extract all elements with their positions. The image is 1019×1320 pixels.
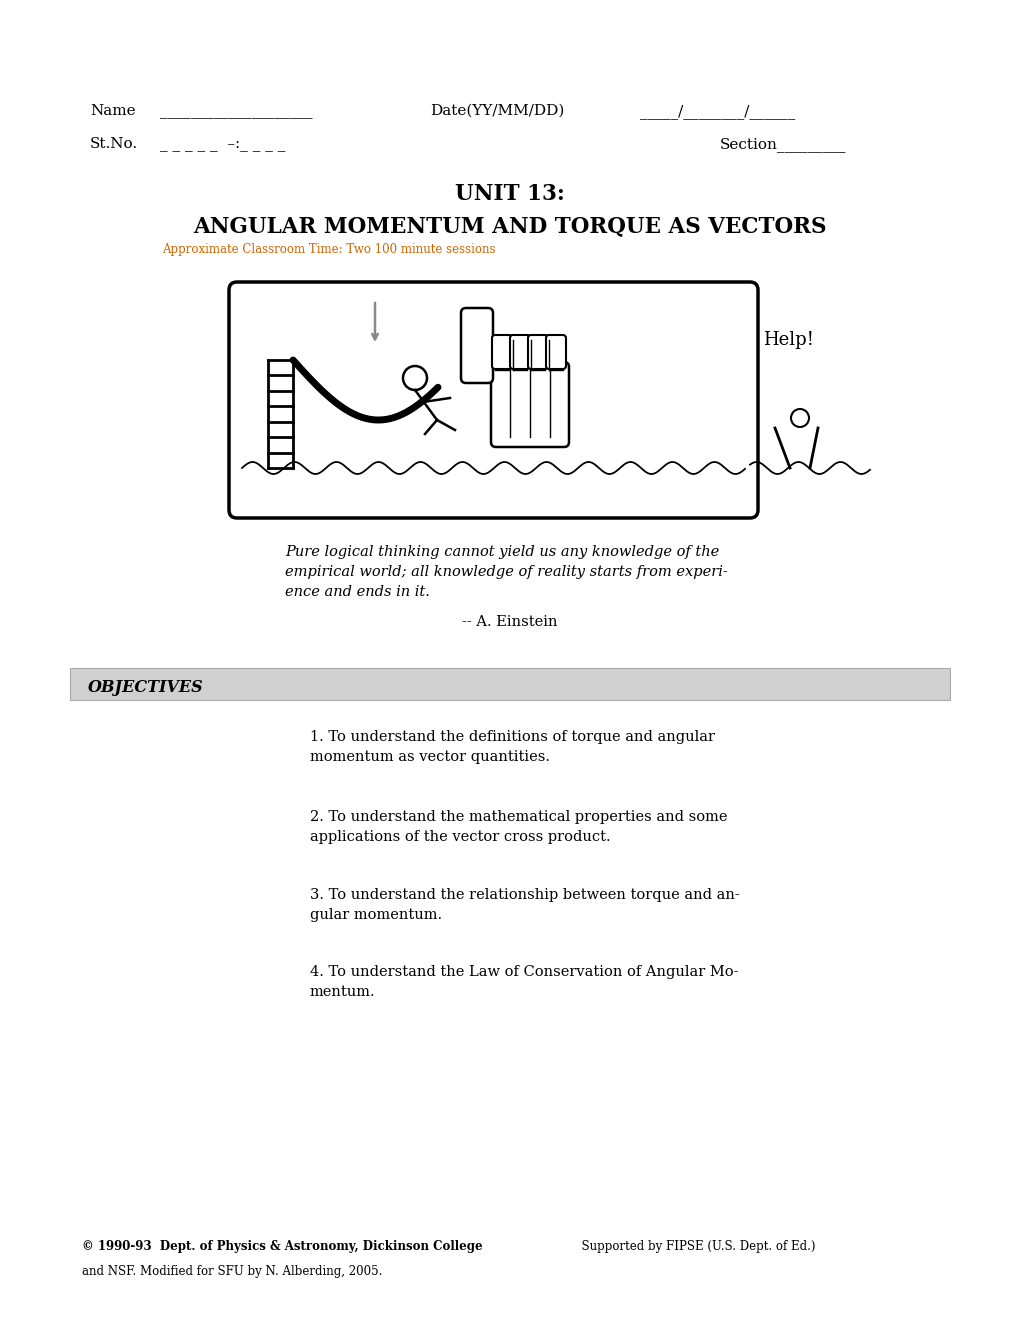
Text: Supported by FIPSE (U.S. Dept. of Ed.): Supported by FIPSE (U.S. Dept. of Ed.) <box>574 1239 815 1253</box>
Text: 3. To understand the relationship between torque and an-
gular momentum.: 3. To understand the relationship betwee… <box>310 888 739 923</box>
Text: St.No.: St.No. <box>90 137 138 150</box>
FancyBboxPatch shape <box>510 335 530 370</box>
Text: Help!: Help! <box>762 331 813 348</box>
FancyBboxPatch shape <box>528 335 547 370</box>
FancyBboxPatch shape <box>490 362 569 447</box>
Text: OBJECTIVES: OBJECTIVES <box>88 680 204 697</box>
Text: 2. To understand the mathematical properties and some
applications of the vector: 2. To understand the mathematical proper… <box>310 810 727 843</box>
Text: -- A. Einstein: -- A. Einstein <box>462 615 557 630</box>
Text: and NSF. Modified for SFU by N. Alberding, 2005.: and NSF. Modified for SFU by N. Alberdin… <box>82 1265 382 1278</box>
Text: ANGULAR MOMENTUM AND TORQUE AS VECTORS: ANGULAR MOMENTUM AND TORQUE AS VECTORS <box>193 215 826 238</box>
Text: 4. To understand the Law of Conservation of Angular Mo-
mentum.: 4. To understand the Law of Conservation… <box>310 965 738 999</box>
Text: ____________________: ____________________ <box>160 104 312 119</box>
Text: Date(YY/MM/DD): Date(YY/MM/DD) <box>430 104 564 117</box>
Text: Pure logical thinking cannot yield us any knowledge of the
empirical world; all : Pure logical thinking cannot yield us an… <box>284 545 728 599</box>
Text: _ _ _ _ _  –:_ _ _ _: _ _ _ _ _ –:_ _ _ _ <box>160 137 285 152</box>
Text: Approximate Classroom Time: Two 100 minute sessions: Approximate Classroom Time: Two 100 minu… <box>162 243 495 256</box>
FancyBboxPatch shape <box>545 335 566 370</box>
Bar <box>70 668 949 700</box>
Text: Section_________: Section_________ <box>719 137 846 152</box>
Text: UNIT 13:: UNIT 13: <box>454 183 565 205</box>
FancyBboxPatch shape <box>461 308 492 383</box>
Text: 1. To understand the definitions of torque and angular
momentum as vector quanti: 1. To understand the definitions of torq… <box>310 730 714 764</box>
FancyBboxPatch shape <box>491 335 512 370</box>
Text: Name: Name <box>90 104 136 117</box>
Text: _____/________/______: _____/________/______ <box>639 104 795 119</box>
Text: © 1990-93  Dept. of Physics & Astronomy, Dickinson College: © 1990-93 Dept. of Physics & Astronomy, … <box>82 1239 482 1253</box>
FancyBboxPatch shape <box>229 282 757 517</box>
